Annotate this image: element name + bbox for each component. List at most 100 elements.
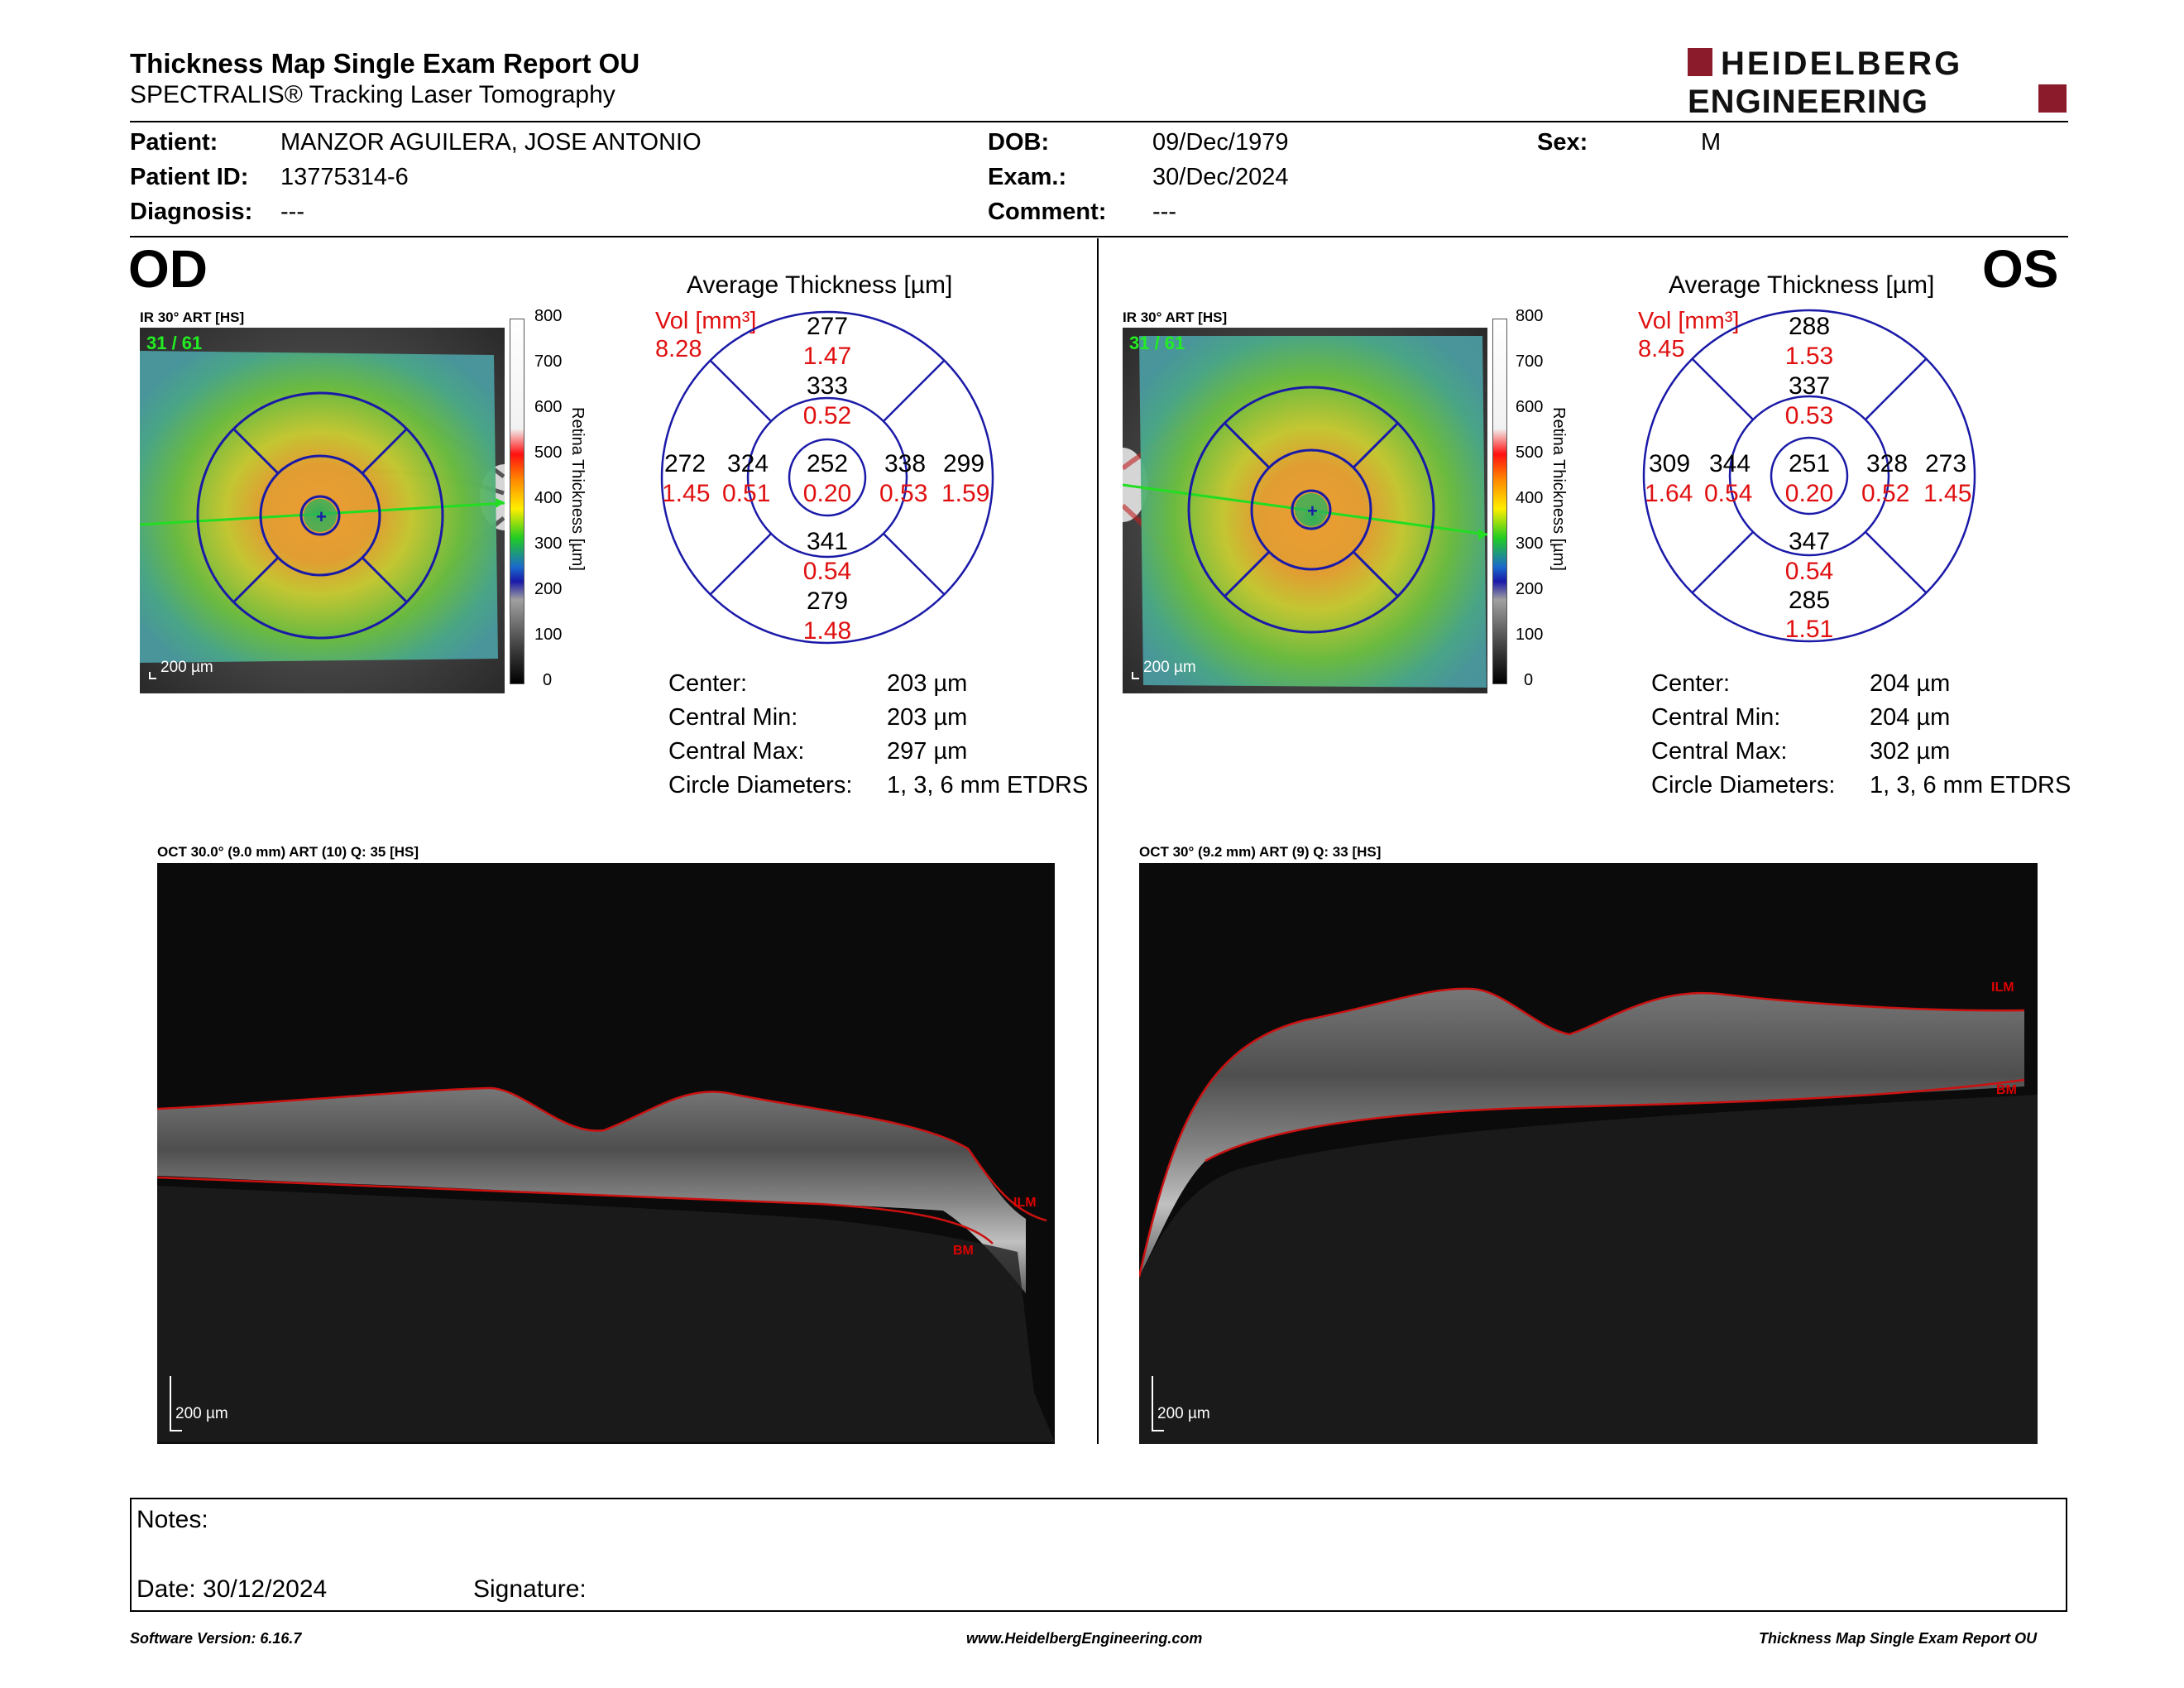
colorbar-title-os: Retina Thickness [µm] — [1549, 407, 1568, 571]
sector-outer-inf-volume: 1.51 — [1784, 616, 1834, 643]
footer-report-name: Thickness Map Single Exam Report OU — [1759, 1630, 2038, 1647]
comment-label: Comment: — [988, 199, 1107, 225]
fundus-image-os: + 31 / 61 200 µm — [1123, 328, 1487, 693]
vol-label-os: Vol [mm³] — [1638, 308, 1740, 334]
oct-label-od: OCT 30.0° (9.0 mm) ART (10) Q: 35 [HS] — [157, 844, 419, 860]
frame-counter-od: 31 / 61 — [146, 333, 203, 353]
stat-min-value-od: 203 µm — [887, 704, 968, 731]
dob-value: 09/Dec/1979 — [1152, 129, 1289, 156]
colorbar-tick: 600 — [1516, 398, 1544, 416]
patient-id-label: Patient ID: — [130, 164, 249, 190]
sector-outer-inf-volume: 1.48 — [802, 617, 852, 645]
colorbar-tick: 700 — [534, 352, 563, 371]
sector-inner-sup-thickness: 333 — [806, 372, 849, 400]
oct-label-os: OCT 30° (9.2 mm) ART (9) Q: 33 [HS] — [1139, 844, 1382, 860]
oct-ilm-label-os: ILM — [1991, 981, 2014, 995]
diagnosis-value: --- — [280, 199, 304, 225]
colorbar-tick: 400 — [534, 489, 563, 507]
dob-label: DOB: — [988, 129, 1050, 156]
stat-diam-value-os: 1, 3, 6 mm ETDRS — [1870, 772, 2071, 798]
colorbar-tick: 200 — [534, 580, 563, 598]
sector-inner-inf-thickness: 341 — [806, 528, 849, 555]
vol-label-od: Vol [mm³] — [655, 308, 757, 334]
sector-outer-inf-thickness: 285 — [1788, 587, 1831, 614]
sector-outer-sup-volume: 1.53 — [1784, 343, 1834, 370]
exam-value: 30/Dec/2024 — [1152, 164, 1289, 190]
colorbar-ticks-os: 800 700 600 500 400 300 200 100 0 — [1516, 307, 1549, 689]
heidelberg-logo: HEIDELBERG ENGINEERING — [1688, 46, 2068, 125]
sector-outer-nas-volume: 1.59 — [941, 480, 990, 507]
header-divider — [130, 121, 2068, 122]
etdrs-grid-os — [1640, 306, 1979, 645]
sector-outer-nas-thickness: 273 — [1925, 450, 1967, 477]
etdrs-values-os: 288 1.53 337 0.53 309 1.64 344 0.54 251 … — [1640, 306, 1979, 645]
sector-inner-sup-volume: 0.52 — [802, 402, 852, 429]
sex-label: Sex: — [1537, 129, 1588, 156]
sector-inner-temp-volume: 0.54 — [1704, 480, 1753, 507]
colorbar-tick: 500 — [534, 444, 563, 462]
vol-total-od: 8.28 — [655, 336, 702, 362]
colorbar-ticks-od: 800 700 600 500 400 300 200 100 0 — [534, 307, 568, 689]
oct-ilm-label-od: ILM — [1013, 1196, 1037, 1210]
sector-outer-sup-thickness: 277 — [806, 313, 849, 340]
colorbar-tick: 300 — [1516, 535, 1544, 553]
stat-center-label-os: Center: — [1651, 670, 1731, 697]
colorbar-tick: 0 — [543, 671, 553, 689]
patient-name: MANZOR AGUILERA, JOSE ANTONIO — [280, 129, 702, 156]
report-subtitle: SPECTRALIS® Tracking Laser Tomography — [130, 81, 615, 108]
colorbar-os — [1492, 319, 1507, 684]
ir-label-od: IR 30° ART [HS] — [140, 309, 245, 325]
oct-bm-label-os: BM — [1996, 1083, 2017, 1097]
sector-inner-temp-volume: 0.51 — [722, 480, 771, 507]
sector-inner-inf-volume: 0.54 — [1784, 558, 1834, 585]
stat-min-label-od: Central Min: — [668, 704, 798, 731]
patient-id-value: 13775314-6 — [280, 164, 409, 190]
fundus-image-od: + 31 / 61 200 µm — [140, 328, 505, 693]
ir-label-os: IR 30° ART [HS] — [1123, 309, 1228, 325]
stat-center-value-od: 203 µm — [887, 670, 968, 697]
sector-inner-inf-volume: 0.54 — [802, 558, 852, 585]
stat-max-value-od: 297 µm — [887, 738, 968, 765]
logo-line2: ENGINEERING — [1688, 84, 1928, 120]
colorbar-tick: 100 — [1516, 626, 1544, 644]
sector-outer-temp-volume: 1.64 — [1645, 480, 1693, 507]
signature-label: Signature: — [473, 1575, 587, 1603]
colorbar-tick: 0 — [1524, 671, 1534, 689]
fundus-scale-od: 200 µm — [160, 659, 213, 676]
sector-center-thickness: 251 — [1788, 450, 1831, 477]
sector-outer-temp-thickness: 272 — [664, 450, 706, 477]
svg-text:+: + — [316, 506, 327, 527]
etdrs-grid-od — [658, 308, 997, 647]
sector-outer-temp-thickness: 309 — [1649, 450, 1691, 477]
footer-software-version: Software Version: 6.16.7 — [130, 1630, 302, 1647]
report-title: Thickness Map Single Exam Report OU — [130, 48, 640, 79]
stat-diam-label-od: Circle Diameters: — [668, 772, 853, 798]
colorbar-tick: 700 — [1516, 352, 1544, 371]
sector-outer-nas-volume: 1.45 — [1923, 480, 1972, 507]
stat-center-label-od: Center: — [668, 670, 748, 697]
sector-inner-sup-thickness: 337 — [1788, 372, 1831, 400]
date-label: Date: 30/12/2024 — [136, 1575, 328, 1603]
eye-label-od: OD — [128, 239, 208, 299]
sector-center-volume: 0.20 — [802, 480, 852, 507]
stat-max-label-os: Central Max: — [1651, 738, 1788, 765]
notes-label: Notes: — [136, 1506, 208, 1533]
stat-max-label-od: Central Max: — [668, 738, 805, 765]
stat-center-value-os: 204 µm — [1870, 670, 1951, 697]
sector-inner-nas-thickness: 328 — [1866, 450, 1909, 477]
colorbar-tick: 500 — [1516, 444, 1544, 462]
frame-counter-os: 31 / 61 — [1129, 333, 1185, 353]
chart-title-od: Average Thickness [µm] — [687, 271, 953, 299]
eye-label-os: OS — [1982, 239, 2059, 299]
colorbar-tick: 400 — [1516, 489, 1544, 507]
stat-max-value-os: 302 µm — [1870, 738, 1951, 765]
logo-line1: HEIDELBERG — [1721, 46, 1962, 82]
svg-text:+: + — [1307, 501, 1318, 521]
diagnosis-label: Diagnosis: — [130, 199, 253, 225]
exam-label: Exam.: — [988, 164, 1067, 190]
stat-diam-label-os: Circle Diameters: — [1651, 772, 1836, 798]
vol-total-os: 8.45 — [1638, 336, 1685, 362]
sector-outer-sup-volume: 1.47 — [802, 343, 852, 370]
sector-outer-sup-thickness: 288 — [1788, 313, 1831, 340]
colorbar-od — [510, 319, 524, 684]
